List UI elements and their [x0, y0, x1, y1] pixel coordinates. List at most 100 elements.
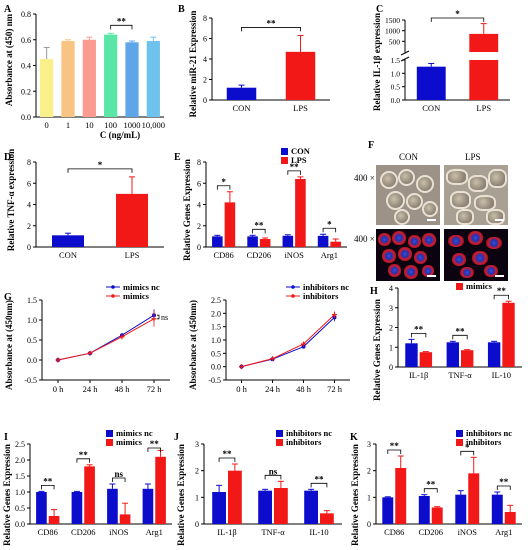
cell — [422, 265, 434, 277]
bar — [212, 236, 223, 247]
legend-label: inhibitors — [303, 291, 339, 301]
xlabel-a: C (ng/mL) — [100, 130, 140, 140]
significance-bracket — [493, 294, 509, 300]
legend-swatch — [456, 283, 463, 290]
y-tick-label: 0 — [195, 520, 199, 529]
cell — [460, 267, 474, 278]
y-tick-label: 2.0 — [15, 456, 25, 465]
significance-label: * — [465, 442, 470, 452]
cell — [398, 169, 415, 186]
y-tick-label: -0.5 — [208, 376, 221, 385]
significance-bracket — [322, 227, 337, 233]
x-tick-label: 72 h — [327, 384, 343, 394]
y-tick-label: 0 — [197, 243, 201, 252]
chart-j: 0 1 2 3 IL-1β ** TNF-α ns IL-10 ** inhibitors ncin… — [195, 428, 342, 537]
panel-letter-h: H — [370, 286, 378, 297]
significance-bracket — [496, 485, 511, 490]
cell — [408, 235, 421, 248]
bar — [116, 193, 148, 247]
y-tick-label: 3 — [367, 440, 371, 449]
bar — [405, 343, 418, 367]
series-line — [241, 316, 335, 368]
legend-swatch — [276, 430, 283, 437]
bar — [418, 496, 430, 524]
significance-label: ** — [315, 474, 325, 484]
legend-swatch — [276, 439, 283, 446]
series-line — [57, 314, 155, 361]
chart-k: 0 1 2 3 CD86 ** CD206 ** iNOS * Arg1 ** inhibitors n… — [367, 428, 522, 537]
bar — [446, 342, 459, 367]
ylabel-d: Relative TNF-α expression — [6, 149, 16, 251]
y-tick-label: 0 — [203, 96, 207, 105]
significance-label: ** — [390, 441, 400, 451]
bar — [36, 492, 47, 524]
x-tick-label: 0 — [45, 120, 49, 130]
bar — [502, 302, 515, 367]
significance-label: * — [455, 9, 460, 19]
panel-letter-c: C — [376, 4, 383, 15]
micrograph-lps-phase — [444, 165, 508, 225]
micro-col-label-lps: LPS — [465, 152, 481, 162]
bar — [142, 488, 154, 524]
y-tick-label: 1.5 — [15, 472, 25, 481]
panel-letter-k: K — [350, 432, 358, 443]
cell — [394, 209, 410, 225]
cell — [484, 265, 498, 277]
legend-label: CON — [291, 146, 311, 156]
legend-label: inhibitors — [286, 437, 322, 447]
y-tick-label: 8 — [27, 158, 31, 167]
significance-bracket — [430, 17, 485, 22]
y-tick-label: 6 — [197, 179, 201, 188]
y-tick-label: 0.0 — [391, 96, 401, 105]
x-tick-label: 48 h — [115, 384, 131, 394]
bar — [119, 514, 131, 524]
legend-label: mimics — [123, 291, 150, 301]
x-tick-label: CON — [59, 250, 77, 260]
y-tick-label: 2.0 — [211, 309, 221, 318]
cell — [406, 193, 423, 210]
x-tick-label: Arg1 — [321, 250, 338, 260]
panel-letter-i: I — [4, 432, 8, 443]
micrograph-con-fluorescence — [376, 229, 440, 281]
cell — [448, 235, 464, 247]
bar — [282, 235, 294, 247]
x-tick-label: 100 — [104, 120, 117, 130]
x-tick-label: Arg1 — [495, 527, 512, 537]
cell — [378, 233, 391, 246]
y-tick-label: 1.0 — [391, 69, 401, 78]
significance-bracket — [157, 314, 160, 320]
bar — [84, 466, 95, 524]
y-tick-label: 500 — [389, 37, 401, 46]
bar — [224, 202, 236, 247]
significance-label: ** — [414, 324, 424, 334]
x-tick-label: 72 h — [147, 384, 163, 394]
cell — [422, 201, 438, 217]
bar — [146, 41, 160, 117]
significance-bracket — [387, 449, 402, 454]
bar — [295, 179, 306, 247]
bar — [317, 235, 329, 247]
ylabel-k: Relative Genes Expression — [350, 444, 360, 546]
bar — [247, 236, 258, 247]
x-tick-label: 1 — [66, 120, 70, 130]
cell — [456, 209, 474, 225]
legend-swatch — [281, 148, 288, 155]
cell — [486, 209, 505, 225]
legend-marker — [291, 294, 295, 298]
y-tick-label: 1000 — [385, 27, 400, 36]
y-tick-label: 2 — [367, 467, 371, 476]
significance-label: ** — [150, 439, 160, 449]
significance-bracket — [218, 457, 236, 462]
bar — [304, 490, 318, 524]
cell — [446, 169, 468, 185]
y-tick-label: 1.0 — [15, 488, 25, 497]
x-tick-label: CON — [233, 103, 251, 113]
panel-letter-d: D — [4, 152, 11, 163]
x-tick-label: 48 h — [296, 384, 312, 394]
bar — [61, 41, 75, 117]
legend-swatch — [106, 439, 113, 446]
cell — [388, 264, 401, 277]
